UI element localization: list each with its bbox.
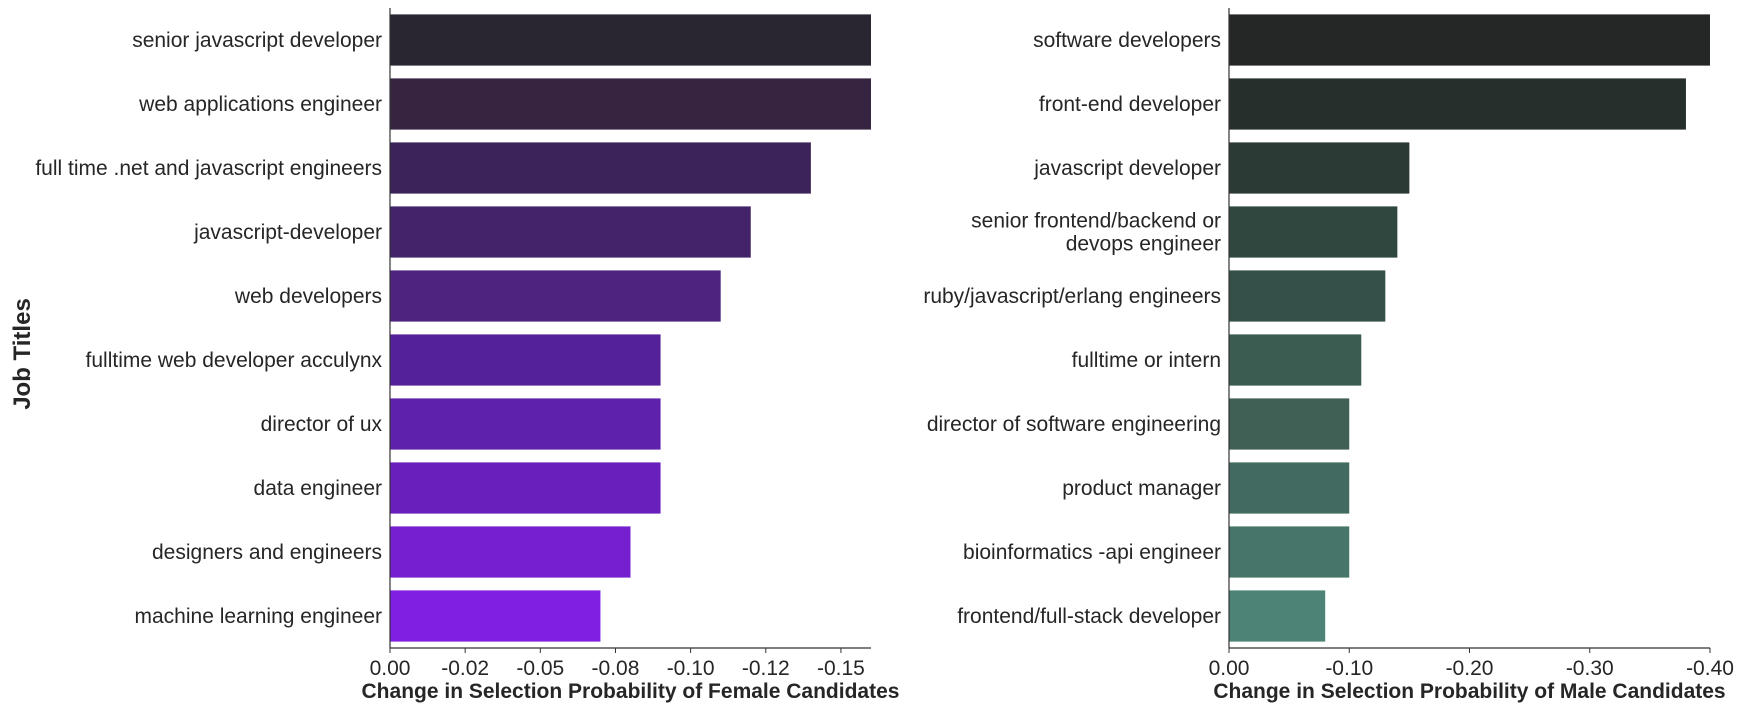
category-label: senior frontend/backend or devops enginee… [971,210,1221,256]
category-label: product manager [1062,477,1221,500]
category-label: full time .net and javascript engineers [35,157,382,180]
category-label: ruby/javascript/erlang engineers [923,285,1221,308]
bar [390,462,661,514]
category-label-line: senior javascript developer [132,29,382,52]
category-label: designers and engineers [152,541,382,564]
x-tick-label: -0.15 [817,657,865,680]
x-tick-label: -0.10 [1325,657,1373,680]
x-tick-label: -0.12 [742,657,790,680]
bar [1229,78,1686,130]
category-label: javascript developer [1033,157,1221,180]
category-label-line: javascript-developer [193,221,382,244]
category-label: director of software engineering [927,413,1221,436]
category-label-line: machine learning engineer [135,605,383,628]
category-label: front-end developer [1039,93,1221,116]
category-label-line: fulltime web developer acculynx [86,349,383,372]
x-tick-label: 0.00 [1209,657,1250,680]
bar [390,270,721,322]
y-axis-title: Job Titles [9,298,36,410]
category-label-line: data engineer [254,477,382,500]
x-tick-label: -0.10 [667,657,715,680]
bar [1229,142,1410,194]
category-label-line: front-end developer [1039,93,1221,116]
category-label-line: full time .net and javascript engineers [35,157,382,180]
category-label-line: fulltime or intern [1072,349,1221,372]
bar [1229,206,1398,258]
category-label: senior javascript developer [132,29,382,52]
bar [1229,334,1362,386]
category-label: web developers [234,285,382,308]
bar [390,590,601,642]
bar [390,206,751,258]
category-label-line: ruby/javascript/erlang engineers [923,285,1221,308]
category-label-line: web applications engineer [138,93,382,116]
x-tick-label: -0.02 [441,657,489,680]
x-tick-label: -0.08 [592,657,640,680]
category-label: frontend/full-stack developer [957,605,1221,628]
category-label-line: web developers [234,285,382,308]
category-label: web applications engineer [138,93,382,116]
x-tick-label: 0.00 [370,657,411,680]
category-label-line: director of software engineering [927,413,1221,436]
category-label: director of ux [261,413,383,436]
bar [390,78,871,130]
bar [1229,398,1350,450]
bar [390,142,811,194]
bar [1229,14,1710,66]
category-label-line: bioinformatics -api engineer [963,541,1221,564]
category-label: software developers [1033,29,1221,52]
bar [1229,462,1350,514]
bar [390,334,661,386]
x-tick-label: -0.20 [1446,657,1494,680]
bar [390,14,871,66]
category-label-line: senior frontend/backend or [971,210,1221,233]
category-label: fulltime web developer acculynx [86,349,383,372]
category-label-line: devops engineer [1066,233,1221,256]
bar [390,398,661,450]
category-label: machine learning engineer [135,605,383,628]
category-label: javascript-developer [193,221,382,244]
category-label-line: product manager [1062,477,1221,500]
category-label: fulltime or intern [1072,349,1221,372]
bar [1229,526,1350,578]
bar [1229,270,1386,322]
bar [390,526,631,578]
x-tick-label: -0.30 [1566,657,1614,680]
x-tick-label: -0.40 [1686,657,1734,680]
category-label: bioinformatics -api engineer [963,541,1221,564]
x-axis-title: Change in Selection Probability of Male … [1213,680,1725,703]
chart-panel-1: senior javascript developer web applicati… [35,8,899,703]
x-tick-label: -0.05 [516,657,564,680]
category-label-line: software developers [1033,29,1221,52]
category-label-line: director of ux [261,413,383,436]
category-label-line: designers and engineers [152,541,382,564]
bar [1229,590,1326,642]
category-label-line: frontend/full-stack developer [957,605,1221,628]
category-label-line: javascript developer [1033,157,1221,180]
category-label: data engineer [254,477,382,500]
chart-panel-2: software developers front-end developer ja… [923,8,1734,703]
x-axis-title: Change in Selection Probability of Femal… [362,680,900,703]
